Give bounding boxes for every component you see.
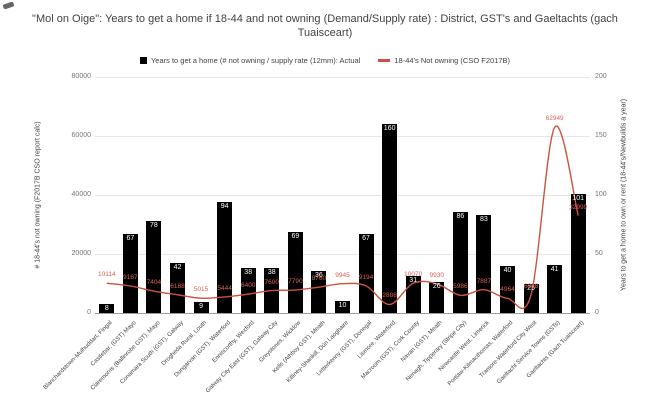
x-axis-label: Navan (GST), Meath <box>400 320 445 364</box>
bar-value-label: 78 <box>150 221 158 229</box>
bar-13[interactable] <box>382 124 398 313</box>
bar-value-label: 26 <box>432 283 441 291</box>
bar-3[interactable] <box>146 220 162 313</box>
line-value-label: 62949 <box>545 115 564 123</box>
x-axis-baseline <box>95 313 590 314</box>
bar-value-label: 40 <box>503 266 512 274</box>
line-value-label: 9930 <box>429 271 445 279</box>
line-value-label: 6188 <box>170 282 185 290</box>
chart-title: "Mol on Oige": Years to get a home if 18… <box>32 13 618 39</box>
right-axis-tick: 200 <box>595 73 607 80</box>
line-value-label: 5015 <box>193 286 209 294</box>
bar-series-swatch-icon <box>139 57 147 64</box>
bar-value-label: 67 <box>362 234 370 242</box>
left-axis-tick: 60000 <box>71 132 91 139</box>
bar-value-label: 25 <box>527 284 535 292</box>
bar-16[interactable] <box>452 211 468 313</box>
bar-21[interactable] <box>570 193 586 313</box>
legend-item-line[interactable]: 18-44's Not owning (CSO F2017B) <box>378 56 510 65</box>
chart-legend: Years to get a home (# not owning / supp… <box>0 56 650 65</box>
left-axis-tick: 80000 <box>71 73 91 80</box>
screen-artifact <box>2 1 15 10</box>
legend-item-bars[interactable]: Years to get a home (# not owning / supp… <box>139 56 361 65</box>
legend-label-bars: Years to get a home (# not owning / supp… <box>150 56 361 65</box>
right-axis-tick: 0 <box>595 309 599 316</box>
line-value-label: 9194 <box>358 273 374 281</box>
line-value-label: 10114 <box>97 271 116 279</box>
line-value-label: 5986 <box>453 283 468 291</box>
bar-value-label: 38 <box>244 269 253 277</box>
bar-value-label: 38 <box>267 269 276 277</box>
x-axis-label: Drogheda Rural, Louth <box>161 320 209 368</box>
bar-value-label: 69 <box>291 232 300 240</box>
line-value-label: 10070 <box>404 271 423 279</box>
gridline <box>95 195 590 196</box>
bar-value-label: 31 <box>409 277 418 285</box>
right-axis-tick: 50 <box>595 250 603 257</box>
bar-value-label: 9 <box>199 303 204 311</box>
left-axis-tick: 0 <box>87 309 91 316</box>
x-axis-label: Enniscorthy, Wexford <box>211 320 256 365</box>
bar-value-label: 42 <box>173 264 182 272</box>
gridline <box>95 77 590 78</box>
bar-9[interactable] <box>287 231 303 313</box>
right-axis-tick: 100 <box>595 191 607 198</box>
bar-value-label: 67 <box>126 234 135 242</box>
line-value-label: 7404 <box>146 279 162 287</box>
left-axis-tick: 20000 <box>71 250 91 257</box>
bar-6[interactable] <box>217 202 233 313</box>
line-value-label: 9945 <box>335 271 350 279</box>
line-value-label: 9167 <box>123 273 138 281</box>
legend-label-line: 18-44's Not owning (CSO F2017B) <box>394 56 511 65</box>
line-value-label: 5444 <box>217 284 232 292</box>
x-axis-label: Greystones, Wicklow <box>258 320 303 364</box>
bar-value-label: 83 <box>480 216 488 224</box>
bar-value-label: 36 <box>315 271 323 279</box>
line-value-label: 4964 <box>500 286 515 294</box>
bar-value-label: 160 <box>383 125 396 133</box>
bar-value-label: 86 <box>456 212 465 220</box>
bar-value-label: 8 <box>104 304 109 312</box>
bar-value-label: 10 <box>338 302 347 310</box>
bar-value-label: 94 <box>220 203 229 211</box>
x-axis-label: Castlebar, (GST) Mayo <box>89 320 138 368</box>
line-value-label: 7600 <box>264 278 280 286</box>
line-value-label: 7790 <box>288 278 303 286</box>
bar-value-label: 41 <box>550 265 559 273</box>
left-axis-tick: 40000 <box>71 191 91 198</box>
line-value-label: 2888 <box>382 292 397 300</box>
gridline <box>95 254 590 255</box>
line-value-label: 7887 <box>476 277 492 285</box>
line-value-label: 6268 <box>523 282 539 290</box>
line-value-label: 32999 <box>569 203 588 211</box>
bar-17[interactable] <box>476 215 492 313</box>
left-axis-title: # 18-44's not owning (F2017B CSO report … <box>34 121 42 269</box>
right-axis-tick: 150 <box>595 132 607 139</box>
line-value-label: 6400 <box>240 282 256 290</box>
line-value-label: 8760 <box>311 275 327 283</box>
bar-value-label: 101 <box>572 194 585 202</box>
gridline <box>95 136 590 137</box>
line-series-swatch-icon <box>378 59 391 62</box>
